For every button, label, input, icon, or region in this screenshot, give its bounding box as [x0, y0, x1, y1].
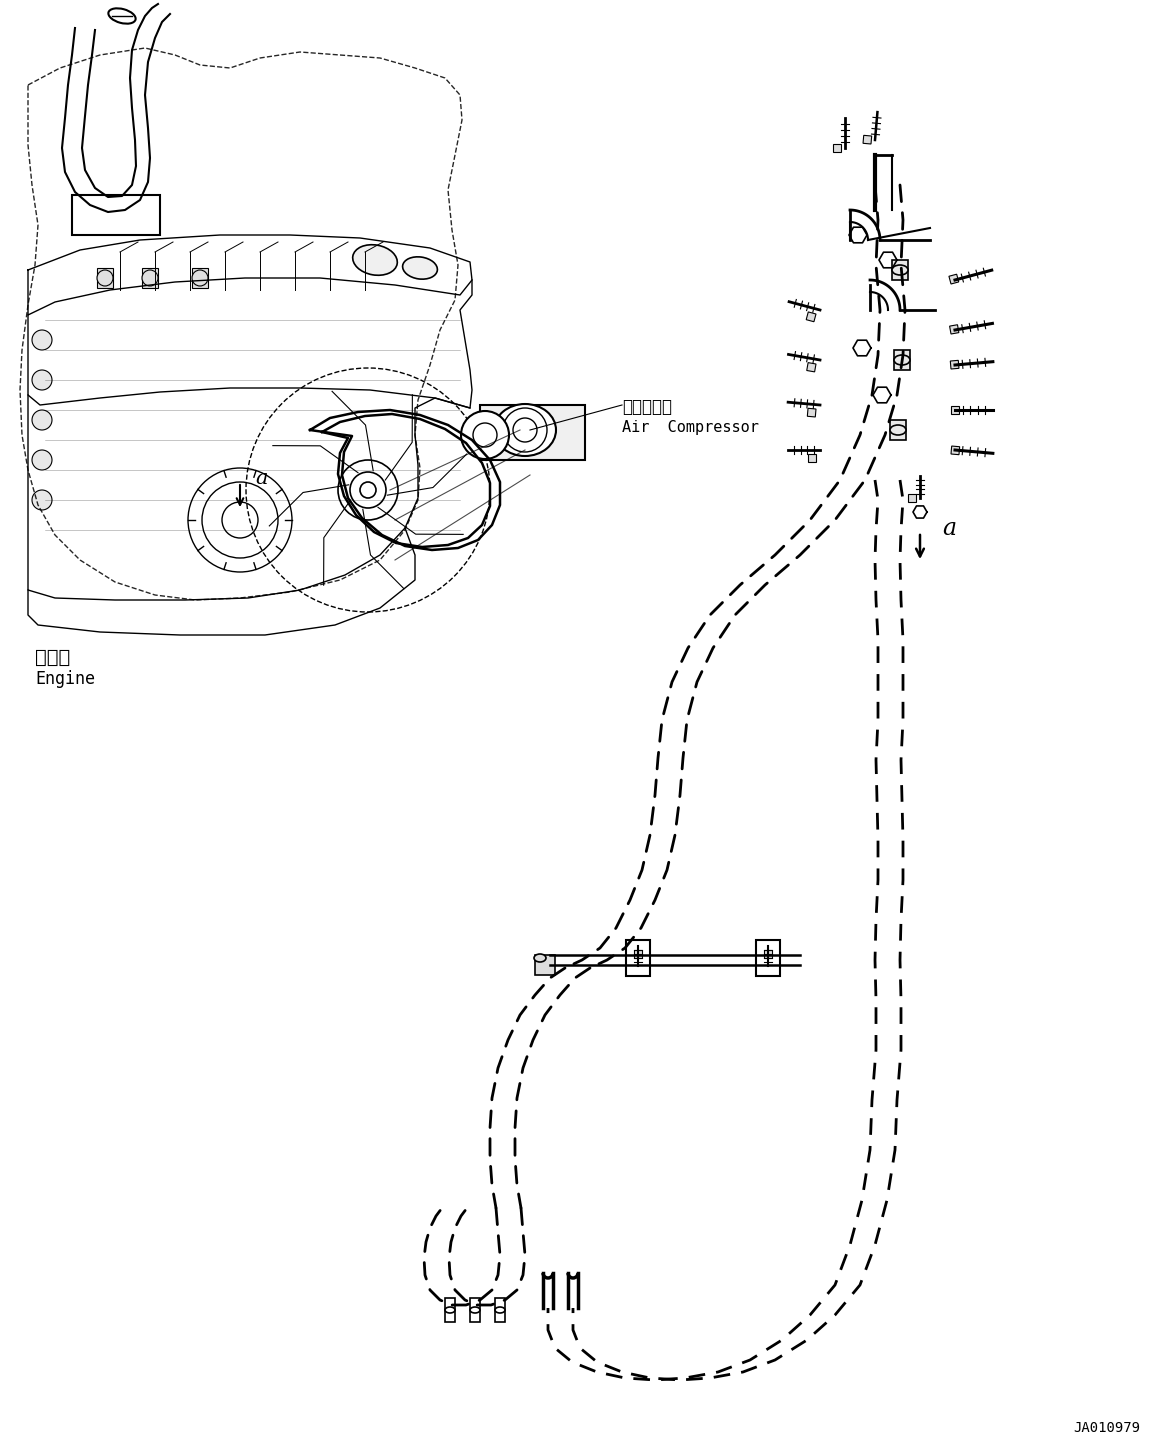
Text: a: a [255, 469, 267, 488]
Ellipse shape [496, 1307, 505, 1313]
Bar [470, 1299, 480, 1322]
Ellipse shape [445, 1307, 455, 1313]
Bar [951, 445, 960, 454]
Bar [951, 406, 958, 414]
Bar [892, 260, 908, 280]
Circle shape [142, 270, 159, 286]
Circle shape [31, 370, 52, 390]
Bar [480, 405, 585, 460]
Bar [950, 360, 958, 369]
Bar [807, 408, 816, 416]
Bar [806, 312, 816, 322]
Text: Air  Compressor: Air Compressor [621, 419, 759, 435]
Circle shape [461, 411, 510, 459]
Text: Engine: Engine [35, 670, 94, 688]
Text: JA010979: JA010979 [1073, 1421, 1140, 1435]
Bar [445, 1299, 455, 1322]
Bar [142, 268, 159, 287]
FancyBboxPatch shape [72, 194, 160, 235]
Text: 空气压缩机: 空气压缩机 [621, 398, 672, 416]
Text: 发动机: 发动机 [35, 649, 70, 667]
Bar [908, 493, 916, 502]
Bar [496, 1299, 505, 1322]
Ellipse shape [534, 953, 546, 962]
Bar [808, 454, 816, 461]
Bar [949, 325, 958, 334]
Text: a: a [942, 517, 956, 540]
Bar [634, 950, 642, 958]
Bar [756, 940, 780, 977]
Ellipse shape [494, 403, 556, 456]
Ellipse shape [894, 355, 909, 366]
Bar [192, 268, 208, 287]
Bar [807, 363, 816, 371]
Ellipse shape [108, 9, 135, 23]
Circle shape [31, 411, 52, 429]
Circle shape [97, 270, 113, 286]
Bar [764, 950, 772, 958]
Ellipse shape [352, 245, 398, 276]
Bar [626, 940, 649, 977]
Bar [949, 274, 958, 284]
Ellipse shape [402, 257, 437, 279]
Bar [535, 955, 555, 975]
Ellipse shape [892, 266, 908, 276]
Ellipse shape [890, 425, 906, 435]
Ellipse shape [470, 1307, 480, 1313]
Bar [97, 268, 113, 287]
Circle shape [31, 329, 52, 350]
Circle shape [192, 270, 208, 286]
Bar [890, 419, 906, 440]
Bar [894, 350, 909, 370]
Bar [863, 135, 872, 144]
Circle shape [31, 450, 52, 470]
Circle shape [31, 490, 52, 509]
Bar [833, 144, 841, 152]
